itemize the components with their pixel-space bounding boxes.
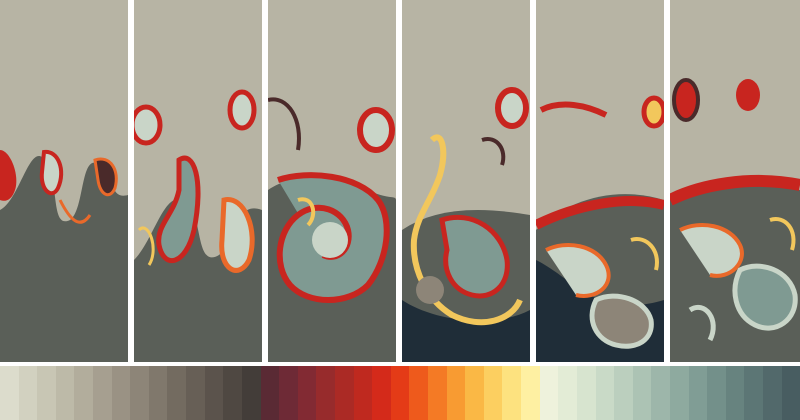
colormap-swatch (297, 366, 317, 420)
panel-2 (134, 0, 262, 362)
colormap-swatch (204, 366, 224, 420)
colormap-swatch (390, 366, 410, 420)
colormap-swatch (260, 366, 280, 420)
colormap-swatch (93, 366, 112, 420)
colormap-swatch (0, 366, 19, 420)
colormap-swatch (502, 366, 522, 420)
colormap-swatch (521, 366, 540, 420)
colormap-swatch (74, 366, 94, 420)
colormap-swatch (55, 366, 75, 420)
colormap-swatch (353, 366, 373, 420)
colormap-swatch (316, 366, 335, 420)
panel-3 (268, 0, 396, 362)
panel-4 (402, 0, 530, 362)
colormap-swatch (465, 366, 484, 420)
colormap-swatch (651, 366, 670, 420)
colormap-swatch (409, 366, 429, 420)
colormap-bar (0, 366, 800, 420)
panel-1 (0, 0, 128, 362)
colormap-swatch (483, 366, 503, 420)
colormap-swatch (167, 366, 187, 420)
colormap-swatch (241, 366, 261, 420)
panel-6 (670, 0, 800, 362)
colormap-swatch (762, 366, 782, 420)
colormap-swatch (725, 366, 745, 420)
colormap-swatch (372, 366, 391, 420)
colormap-swatch (148, 366, 168, 420)
colormap-swatch (186, 366, 205, 420)
colormap-swatch (669, 366, 689, 420)
simulation-panels (0, 0, 800, 362)
colormap-swatch (558, 366, 577, 420)
colormap-swatch (446, 366, 466, 420)
colormap-swatch (111, 366, 131, 420)
colormap-swatch (223, 366, 242, 420)
panel-5 (536, 0, 664, 362)
colormap-swatch (707, 366, 726, 420)
colormap-swatch (632, 366, 652, 420)
colormap-swatch (614, 366, 633, 420)
colormap-swatch (37, 366, 56, 420)
colormap-swatch (334, 366, 354, 420)
colormap-swatch (18, 366, 38, 420)
colormap-swatch (688, 366, 708, 420)
colormap-swatch (130, 366, 149, 420)
colormap-swatch (576, 366, 596, 420)
colormap-swatch (428, 366, 447, 420)
colormap-swatch (744, 366, 763, 420)
colormap-swatch (539, 366, 559, 420)
colormap-swatch (595, 366, 615, 420)
colormap-swatch (781, 366, 800, 420)
colormap-swatch (279, 366, 298, 420)
